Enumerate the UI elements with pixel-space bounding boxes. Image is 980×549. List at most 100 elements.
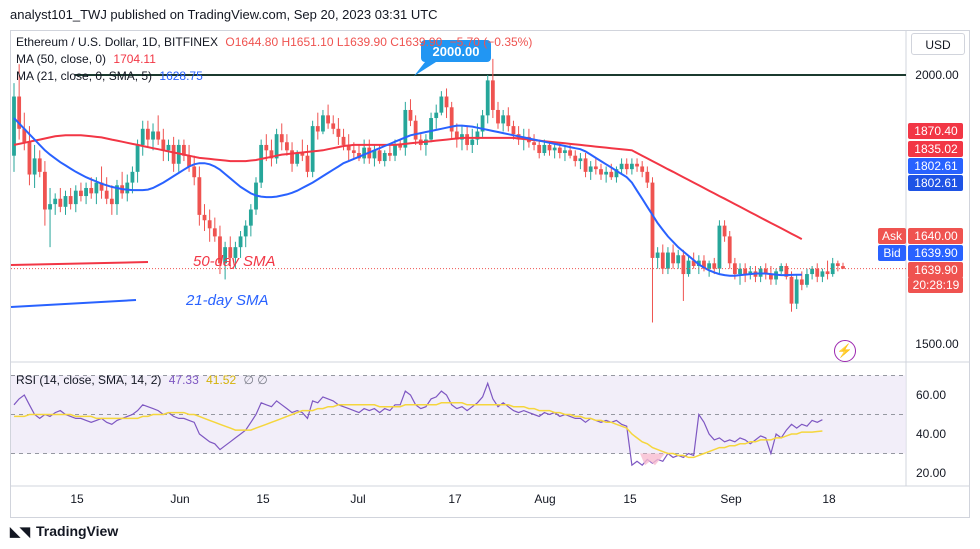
last-price-tag-bg <box>908 262 963 278</box>
candle-body <box>12 96 16 156</box>
candle-body <box>22 128 27 143</box>
candle-body <box>290 150 294 164</box>
candle-body <box>285 142 289 151</box>
candle-body <box>573 155 578 162</box>
candle-body <box>408 109 413 121</box>
candle-body <box>89 187 94 194</box>
candle-body <box>372 150 377 159</box>
ma50-annotation: 50-day SMA <box>193 253 276 270</box>
candle-body <box>722 225 727 237</box>
ma21-label: MA (21, close, 0, SMA, 5) <box>16 69 153 83</box>
candle-body <box>37 158 42 172</box>
candle-body <box>485 80 490 116</box>
last-price-tag: 1639.90 <box>914 263 958 277</box>
candle-body <box>346 144 351 151</box>
candle-body <box>135 144 140 172</box>
candle-body <box>279 134 284 143</box>
candle-body <box>223 247 228 264</box>
lightning-icon[interactable]: ⚡ <box>834 340 856 362</box>
time-tick-label: 15 <box>256 492 270 506</box>
candle-body <box>727 236 732 264</box>
candle-body <box>444 96 449 108</box>
currency-button[interactable]: USD <box>911 33 965 55</box>
candle-body <box>707 263 712 269</box>
candle-body <box>681 255 686 275</box>
ma50-legend[interactable]: MA (50, close, 0) 1704.11 <box>16 52 156 66</box>
candle-body <box>310 126 315 172</box>
candle-body <box>769 274 773 280</box>
candle-body <box>490 80 495 110</box>
candle-body <box>655 252 660 258</box>
rsi-pane <box>11 375 906 467</box>
ma21-line <box>13 117 802 277</box>
rsi-sma-line <box>14 402 823 459</box>
ma50-line <box>13 134 803 240</box>
candle-body <box>629 163 634 170</box>
candle-body <box>470 139 475 145</box>
symbol-name: Ethereum / U.S. Dollar, 1D, BITFINEX <box>16 35 219 49</box>
candle-body <box>171 144 176 164</box>
candle-body <box>73 190 78 205</box>
price-tick-label: 1500.00 <box>915 337 959 351</box>
candle-body <box>784 265 789 277</box>
footer-brand[interactable]: ◣◥ TradingView <box>10 523 118 540</box>
ma50-tag-b-bg <box>908 141 963 157</box>
candle-body <box>362 147 367 159</box>
candle-body <box>212 228 217 237</box>
candle-body <box>315 126 320 132</box>
bid-tag-bg <box>908 245 963 261</box>
bid-tag: 1639.90 <box>914 246 958 260</box>
peak-label-pointer <box>414 62 436 76</box>
ma50-label: MA (50, close, 0) <box>16 52 107 66</box>
axis-layer: 2000.00 1500.00 60.00 40.00 20.00 1870.40 1835… <box>70 68 963 506</box>
countdown-tag: 20:28:19 <box>913 278 960 292</box>
ask-label: Ask <box>882 229 903 243</box>
bid-label: Bid <box>883 246 900 260</box>
candle-body <box>794 279 799 304</box>
candle-body <box>563 150 567 154</box>
candle-body <box>156 131 161 140</box>
candle-body <box>825 271 830 275</box>
time-tick-label: Aug <box>534 492 555 506</box>
candle-body <box>115 185 119 205</box>
candle-body <box>243 225 248 237</box>
candle-body <box>393 144 397 156</box>
candle-body <box>568 150 572 156</box>
symbol-legend[interactable]: Ethereum / U.S. Dollar, 1D, BITFINEX O16… <box>16 35 532 49</box>
publisher-bar: analyst101_TWJ published on TradingView.… <box>0 0 980 30</box>
candle-body <box>99 182 104 191</box>
candle-body <box>187 155 191 167</box>
candle-body <box>218 236 222 264</box>
time-tick-label: Jun <box>170 492 189 506</box>
candle-body <box>506 115 511 127</box>
candle-body <box>238 236 243 248</box>
ma50-marker-line <box>10 261 149 266</box>
candle-body <box>94 182 99 194</box>
candle-body <box>27 142 32 175</box>
candle-body <box>228 247 233 258</box>
candle-body <box>398 144 403 148</box>
candle-body <box>501 115 506 124</box>
candle-body <box>841 266 845 269</box>
candle-body <box>537 144 542 154</box>
candle-body <box>588 166 593 172</box>
candle-body <box>125 182 130 194</box>
candle-body <box>748 271 753 275</box>
ma21-tag-a-bg <box>908 158 963 174</box>
candle-body <box>295 153 300 164</box>
ma21-legend[interactable]: MA (21, close, 0, SMA, 5) 1628.75 <box>16 69 203 83</box>
candle-body <box>387 153 392 156</box>
candle-body <box>439 96 444 113</box>
candle-body <box>619 163 624 170</box>
candle-body <box>835 263 840 266</box>
candle-body <box>557 147 562 154</box>
rsi-tick-label: 40.00 <box>916 427 946 441</box>
rsi-legend[interactable]: RSI (14, close, SMA, 14, 2) 47.33 41.52 … <box>16 373 268 387</box>
candle-body <box>202 214 207 221</box>
candle-body <box>449 107 454 132</box>
ma21-value: 1628.75 <box>159 69 203 83</box>
ask-tag-bg <box>908 228 963 244</box>
candle-body <box>151 131 155 140</box>
ohlc-values: O1644.80 H1651.10 L1639.90 C1639.90 <box>225 35 443 49</box>
